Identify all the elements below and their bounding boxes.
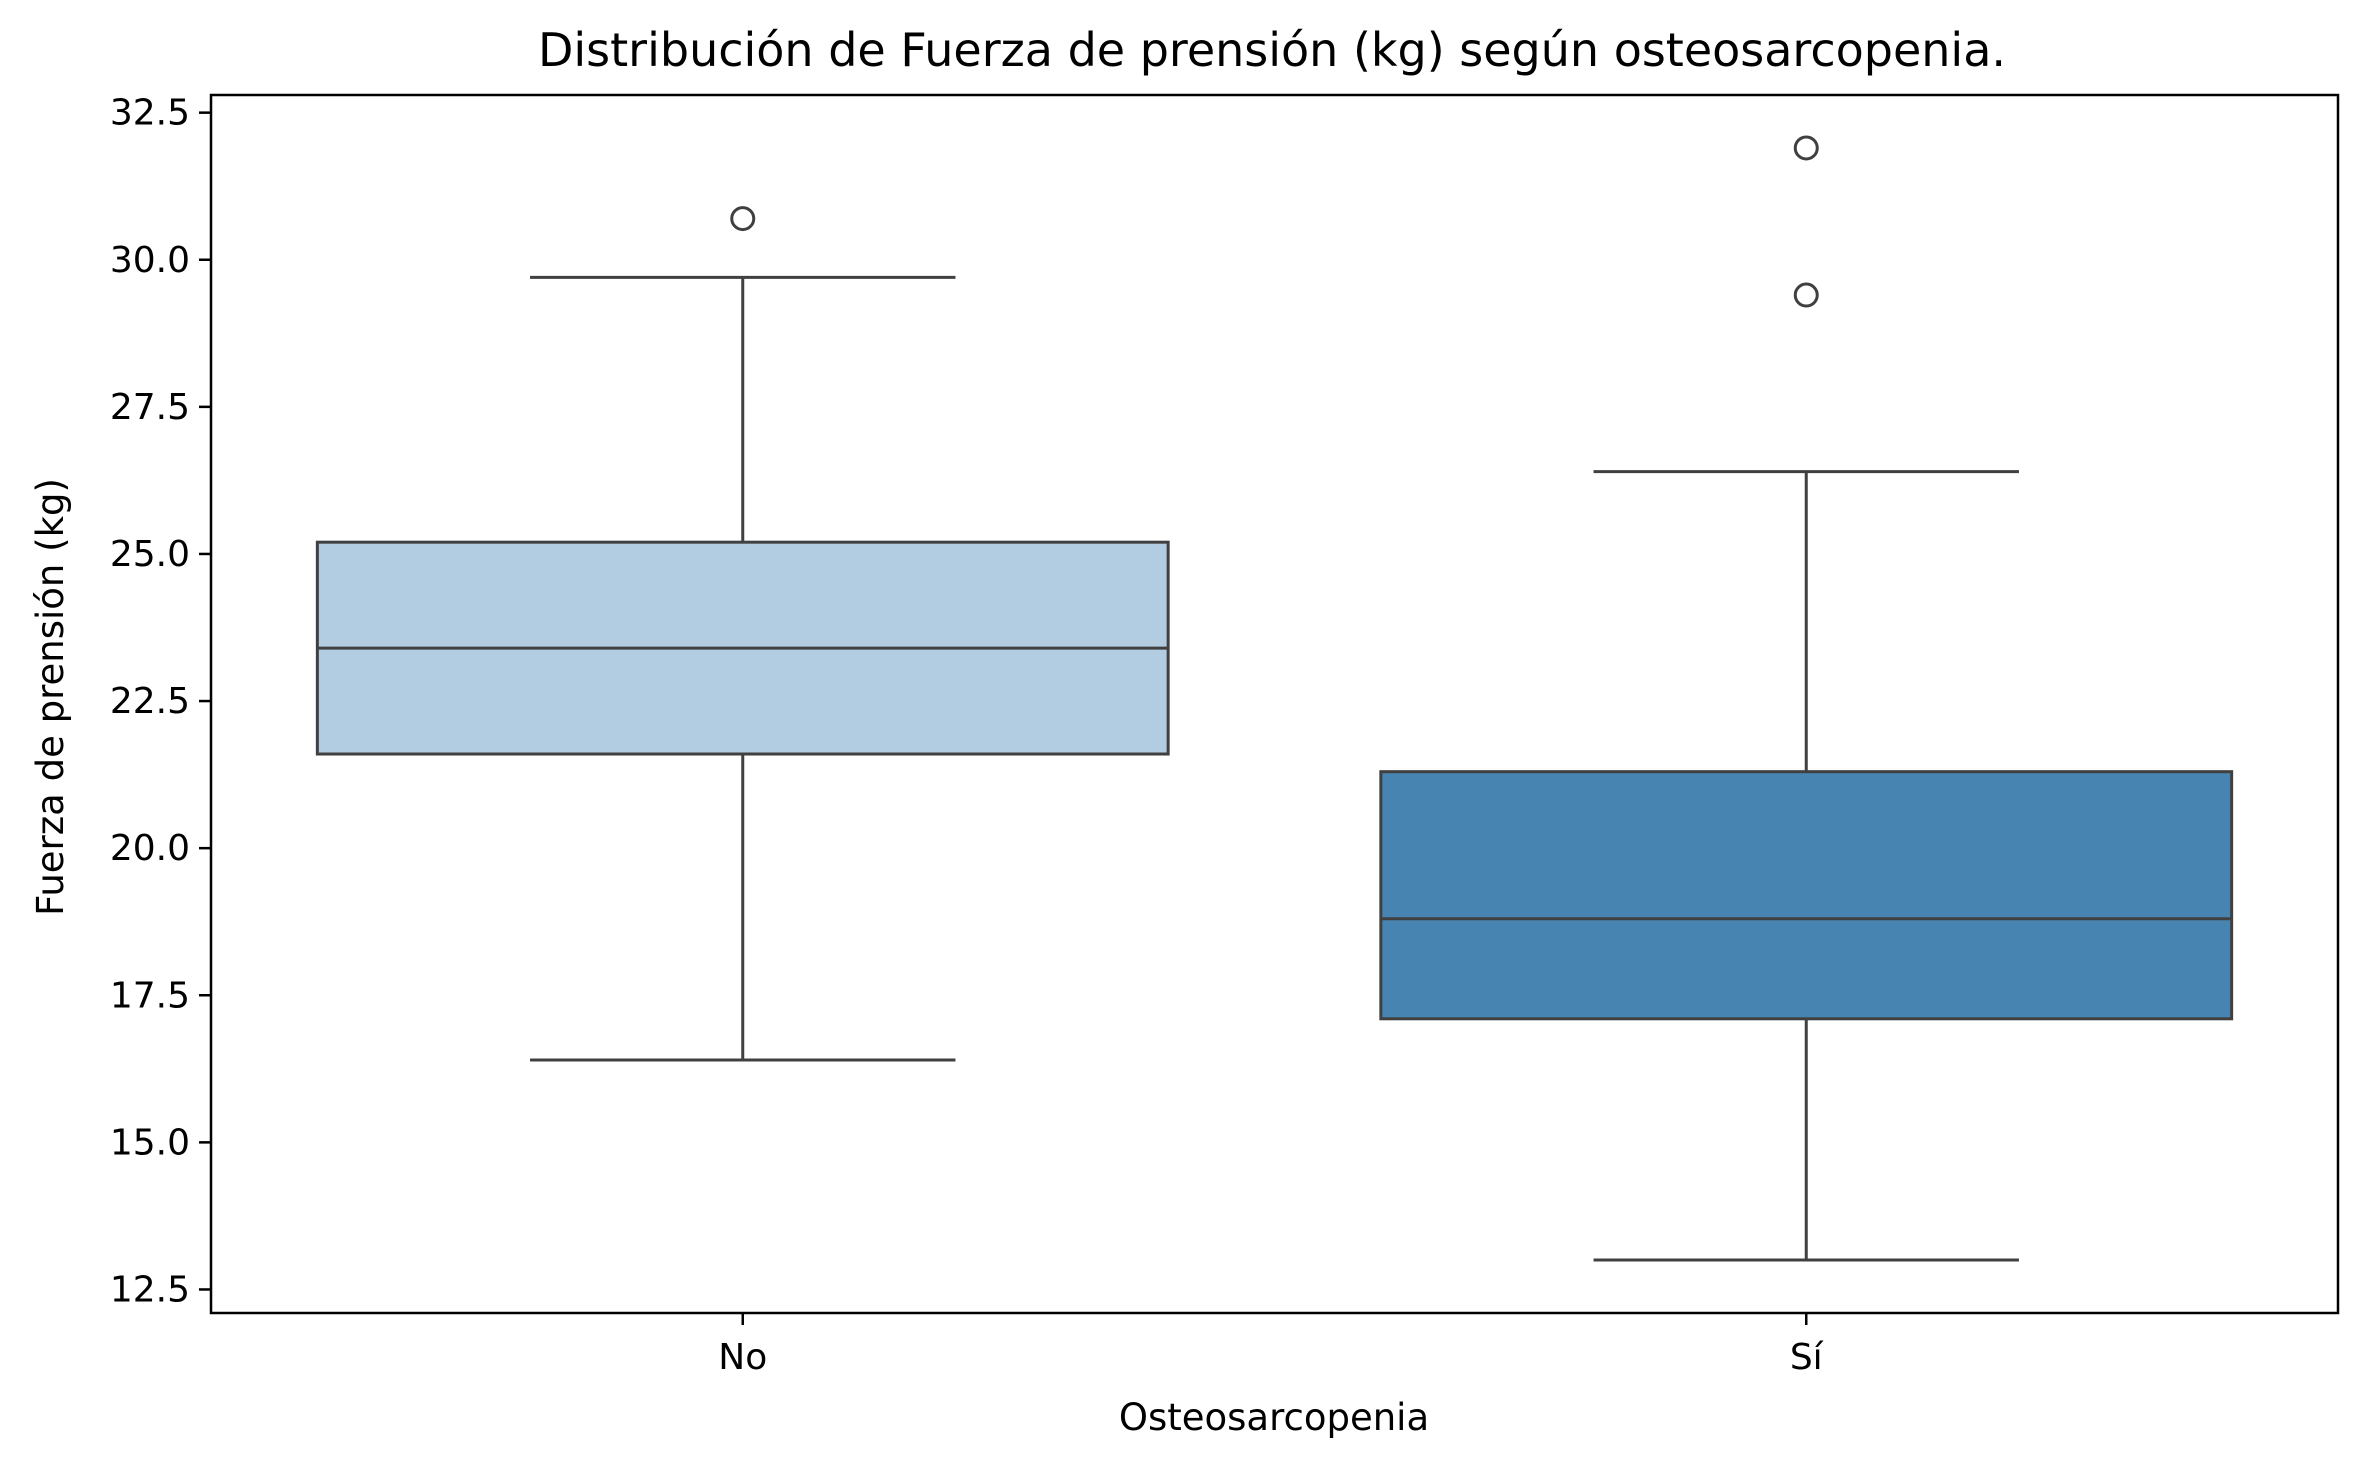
plot-area	[315, 135, 2234, 1262]
x-axis-label: Osteosarcopenia	[1119, 1396, 1429, 1439]
chart-title: Distribución de Fuerza de prensión (kg) …	[538, 23, 2006, 77]
y-tick-label-0: 12.5	[110, 1269, 190, 1310]
x-axis: No Sí	[718, 1313, 1824, 1378]
outlier-point-1-0	[1793, 282, 1819, 308]
outlier-point-0-0	[730, 206, 756, 232]
box-1	[1379, 770, 2234, 1021]
y-tick-label-1: 15.0	[110, 1122, 190, 1163]
x-tick-label-0: No	[718, 1337, 767, 1378]
box-group-1	[1379, 135, 2234, 1262]
y-tick-label-5: 25.0	[110, 534, 190, 575]
y-tick-label-4: 22.5	[110, 681, 190, 722]
y-tick-label-3: 20.0	[110, 828, 190, 869]
plot-frame	[209, 93, 2340, 1315]
outlier-point-1-1	[1793, 135, 1819, 161]
y-axis-label: Fuerza de prensión (kg)	[29, 478, 72, 916]
y-axis: 12.5 15.0 17.5 20.0 22.5 25.0 27.5 30.0 32.5	[110, 93, 211, 1310]
y-tick-label-8: 32.5	[110, 93, 190, 134]
box-group-0	[315, 206, 1170, 1062]
y-tick-label-2: 17.5	[110, 975, 190, 1016]
x-tick-label-1: Sí	[1790, 1337, 1824, 1378]
y-tick-label-7: 30.0	[110, 240, 190, 281]
y-tick-label-6: 27.5	[110, 387, 190, 428]
